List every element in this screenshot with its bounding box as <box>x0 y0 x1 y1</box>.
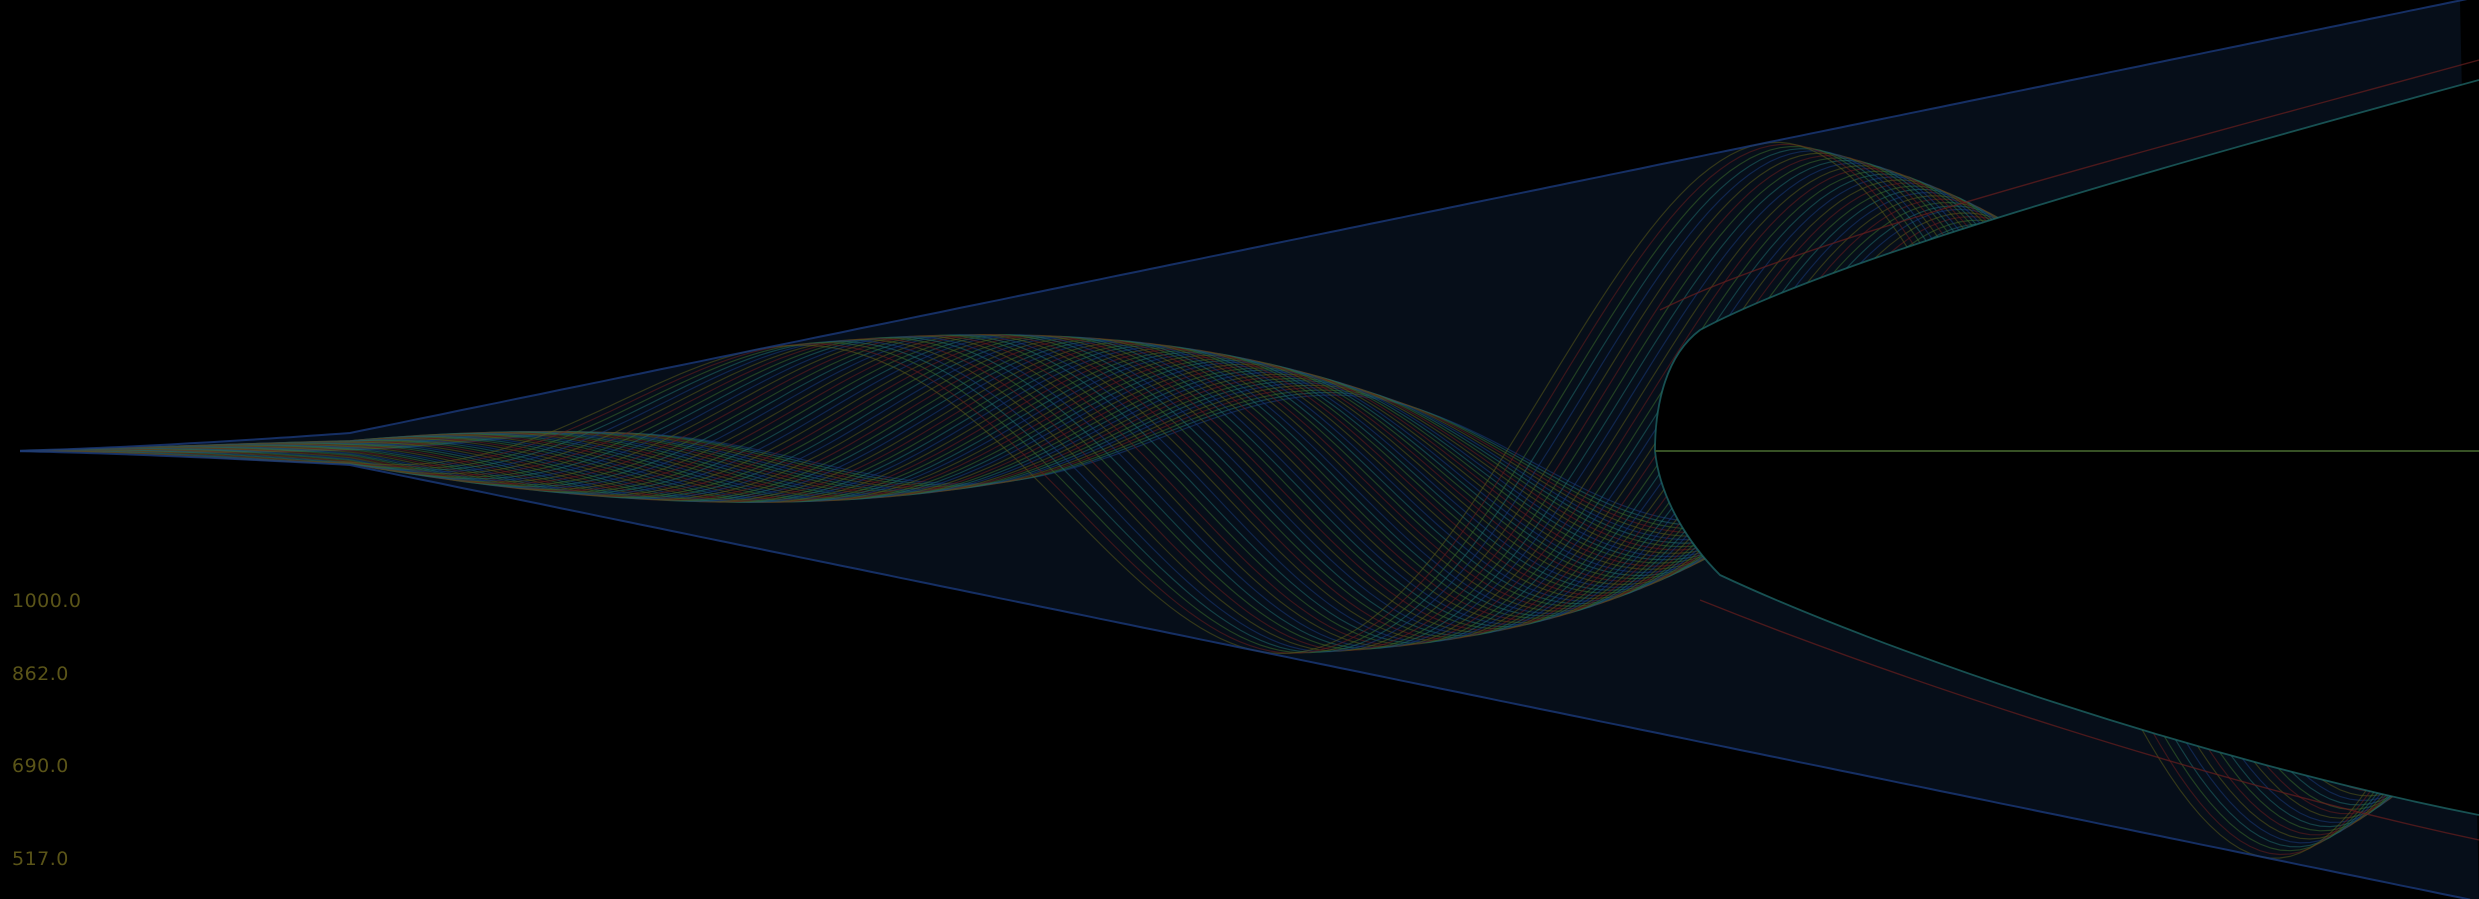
caustic-lower <box>1654 450 2479 816</box>
trace-group <box>19 0 2479 899</box>
scale-label-862: 862.0 <box>12 663 69 685</box>
caustic-red-upper <box>1659 59 2479 311</box>
upper-edge-trace <box>19 0 2468 452</box>
lower-edge-trace <box>19 450 2471 899</box>
caustic-upper <box>1654 79 2479 452</box>
scale-label-1000: 1000.0 <box>12 590 82 612</box>
scale-label-690: 690.0 <box>12 755 69 777</box>
scale-label-517: 517.0 <box>12 848 69 870</box>
caustic-red-lower <box>1699 599 2479 841</box>
